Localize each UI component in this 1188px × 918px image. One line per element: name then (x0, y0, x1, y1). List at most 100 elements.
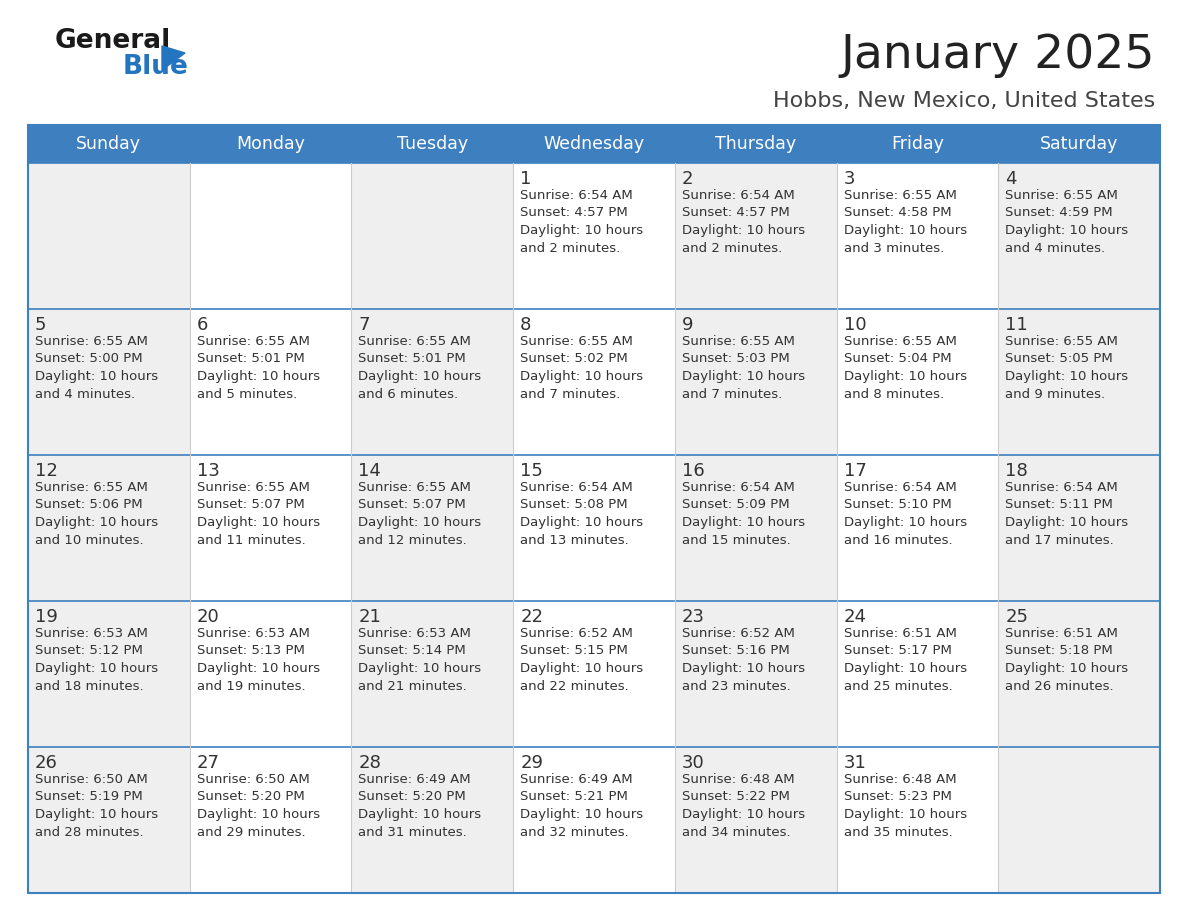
Text: Sunset: 5:22 PM: Sunset: 5:22 PM (682, 790, 790, 803)
Text: Daylight: 10 hours: Daylight: 10 hours (682, 662, 805, 675)
Text: Daylight: 10 hours: Daylight: 10 hours (843, 662, 967, 675)
Text: 24: 24 (843, 608, 866, 626)
Text: Sunrise: 6:55 AM: Sunrise: 6:55 AM (197, 481, 310, 494)
Text: 3: 3 (843, 170, 855, 188)
Text: and 26 minutes.: and 26 minutes. (1005, 679, 1114, 692)
Text: and 23 minutes.: and 23 minutes. (682, 679, 790, 692)
Text: Daylight: 10 hours: Daylight: 10 hours (1005, 516, 1129, 529)
Text: Sunrise: 6:54 AM: Sunrise: 6:54 AM (843, 481, 956, 494)
Text: Hobbs, New Mexico, United States: Hobbs, New Mexico, United States (772, 91, 1155, 111)
Bar (29, 601, 190, 747)
Text: and 15 minutes.: and 15 minutes. (682, 533, 790, 546)
Text: and 2 minutes.: and 2 minutes. (682, 241, 782, 254)
Text: Sunrise: 6:55 AM: Sunrise: 6:55 AM (843, 335, 956, 348)
Text: 21: 21 (359, 608, 381, 626)
Text: Tuesday: Tuesday (397, 135, 468, 153)
Text: and 22 minutes.: and 22 minutes. (520, 679, 628, 692)
Text: and 12 minutes.: and 12 minutes. (359, 533, 467, 546)
Text: 10: 10 (843, 316, 866, 334)
Text: Sunrise: 6:55 AM: Sunrise: 6:55 AM (843, 189, 956, 202)
Bar (998, 455, 1159, 601)
Text: 22: 22 (520, 608, 543, 626)
Text: and 4 minutes.: and 4 minutes. (34, 387, 135, 400)
Text: Sunset: 5:19 PM: Sunset: 5:19 PM (34, 790, 143, 803)
Text: 28: 28 (359, 754, 381, 772)
Polygon shape (162, 46, 185, 70)
Bar (190, 455, 352, 601)
Text: Sunday: Sunday (76, 135, 141, 153)
Bar (190, 601, 352, 747)
Bar (29, 125, 1159, 893)
Bar (836, 747, 998, 893)
Bar (836, 309, 998, 455)
Text: Sunrise: 6:55 AM: Sunrise: 6:55 AM (34, 481, 147, 494)
Text: Sunset: 5:04 PM: Sunset: 5:04 PM (843, 353, 952, 365)
Text: Sunrise: 6:52 AM: Sunrise: 6:52 AM (520, 627, 633, 640)
Text: Daylight: 10 hours: Daylight: 10 hours (34, 516, 158, 529)
Bar (998, 309, 1159, 455)
Text: Blue: Blue (124, 54, 189, 80)
Text: Saturday: Saturday (1040, 135, 1118, 153)
Text: Daylight: 10 hours: Daylight: 10 hours (520, 516, 643, 529)
Text: Sunrise: 6:53 AM: Sunrise: 6:53 AM (197, 627, 310, 640)
Text: Sunset: 4:59 PM: Sunset: 4:59 PM (1005, 207, 1113, 219)
Text: Daylight: 10 hours: Daylight: 10 hours (34, 370, 158, 383)
Text: 6: 6 (197, 316, 208, 334)
Text: Daylight: 10 hours: Daylight: 10 hours (520, 370, 643, 383)
Text: and 17 minutes.: and 17 minutes. (1005, 533, 1114, 546)
Text: and 6 minutes.: and 6 minutes. (359, 387, 459, 400)
Text: and 10 minutes.: and 10 minutes. (34, 533, 144, 546)
Text: Daylight: 10 hours: Daylight: 10 hours (520, 662, 643, 675)
Bar (190, 309, 352, 455)
Text: Sunrise: 6:54 AM: Sunrise: 6:54 AM (520, 189, 633, 202)
Text: and 8 minutes.: and 8 minutes. (843, 387, 943, 400)
Text: and 19 minutes.: and 19 minutes. (197, 679, 305, 692)
Text: Sunrise: 6:55 AM: Sunrise: 6:55 AM (1005, 335, 1118, 348)
Text: and 21 minutes.: and 21 minutes. (359, 679, 467, 692)
Bar (29, 747, 190, 893)
Text: Daylight: 10 hours: Daylight: 10 hours (197, 370, 320, 383)
Text: Sunset: 5:02 PM: Sunset: 5:02 PM (520, 353, 628, 365)
Bar (675, 455, 836, 601)
Text: Sunset: 4:58 PM: Sunset: 4:58 PM (843, 207, 952, 219)
Text: Sunrise: 6:54 AM: Sunrise: 6:54 AM (1005, 481, 1118, 494)
Text: Sunset: 5:01 PM: Sunset: 5:01 PM (197, 353, 304, 365)
Text: Daylight: 10 hours: Daylight: 10 hours (34, 808, 158, 821)
Text: Daylight: 10 hours: Daylight: 10 hours (843, 808, 967, 821)
Text: January 2025: January 2025 (840, 33, 1155, 79)
Text: Sunrise: 6:53 AM: Sunrise: 6:53 AM (359, 627, 472, 640)
Text: Daylight: 10 hours: Daylight: 10 hours (197, 808, 320, 821)
Text: Sunset: 5:18 PM: Sunset: 5:18 PM (1005, 644, 1113, 657)
Text: Daylight: 10 hours: Daylight: 10 hours (520, 224, 643, 237)
Text: 17: 17 (843, 462, 866, 480)
Text: 12: 12 (34, 462, 58, 480)
Text: Sunset: 4:57 PM: Sunset: 4:57 PM (682, 207, 790, 219)
Text: Daylight: 10 hours: Daylight: 10 hours (1005, 662, 1129, 675)
Text: 20: 20 (197, 608, 220, 626)
Text: Daylight: 10 hours: Daylight: 10 hours (34, 662, 158, 675)
Text: and 31 minutes.: and 31 minutes. (359, 825, 467, 838)
Text: and 32 minutes.: and 32 minutes. (520, 825, 628, 838)
Text: 26: 26 (34, 754, 58, 772)
Text: Sunset: 5:06 PM: Sunset: 5:06 PM (34, 498, 143, 511)
Text: Sunset: 5:20 PM: Sunset: 5:20 PM (197, 790, 304, 803)
Text: and 3 minutes.: and 3 minutes. (843, 241, 943, 254)
Text: Daylight: 10 hours: Daylight: 10 hours (682, 224, 805, 237)
Text: Daylight: 10 hours: Daylight: 10 hours (359, 662, 481, 675)
Text: Sunset: 5:11 PM: Sunset: 5:11 PM (1005, 498, 1113, 511)
Text: Daylight: 10 hours: Daylight: 10 hours (682, 370, 805, 383)
Bar (513, 747, 675, 893)
Text: 8: 8 (520, 316, 531, 334)
Text: Sunrise: 6:50 AM: Sunrise: 6:50 AM (197, 773, 309, 786)
Bar (352, 455, 513, 601)
Text: 27: 27 (197, 754, 220, 772)
Text: Sunrise: 6:53 AM: Sunrise: 6:53 AM (34, 627, 147, 640)
Text: 16: 16 (682, 462, 704, 480)
Text: and 2 minutes.: and 2 minutes. (520, 241, 620, 254)
Bar (836, 601, 998, 747)
Text: 14: 14 (359, 462, 381, 480)
Text: Sunset: 5:15 PM: Sunset: 5:15 PM (520, 644, 628, 657)
Bar (29, 125, 1159, 163)
Text: Sunset: 4:57 PM: Sunset: 4:57 PM (520, 207, 628, 219)
Text: Daylight: 10 hours: Daylight: 10 hours (197, 516, 320, 529)
